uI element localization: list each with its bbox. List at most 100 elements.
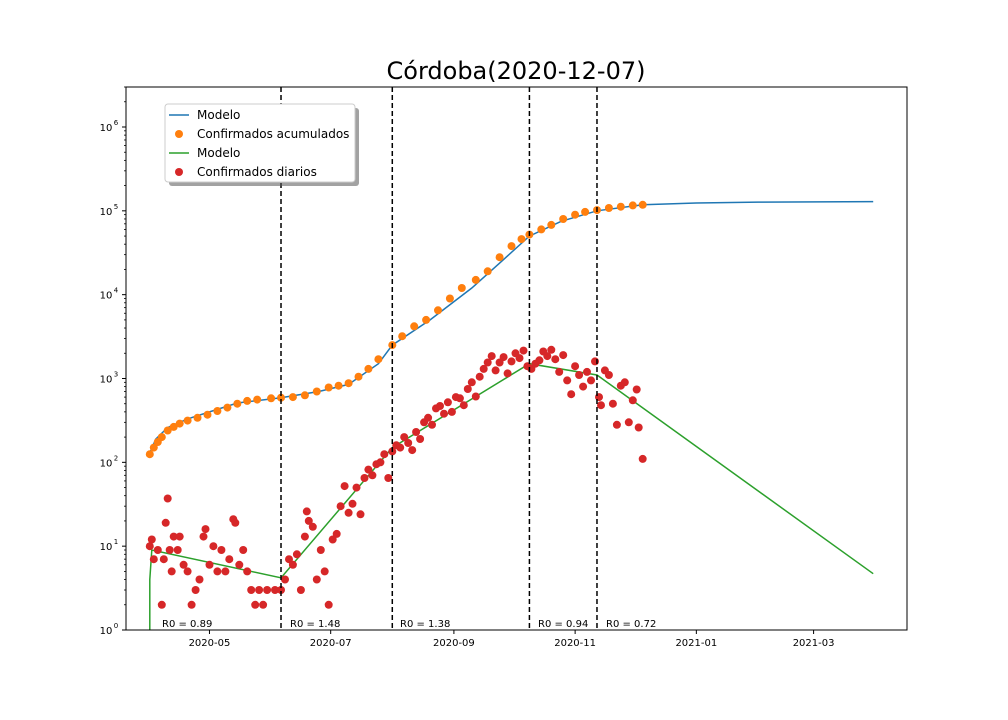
series-3-point-2 [149,555,158,564]
x-tick-label-4: 2021-01 [675,638,717,649]
series-1-point-0 [145,450,154,459]
legend-marker-swatch-3 [175,168,183,176]
series-3-point-75 [424,413,433,422]
y-tick-label-0: 10 [100,626,113,637]
series-3-point-108 [555,367,564,376]
series-1-point-6 [175,419,184,428]
series-3-point-5 [159,555,168,564]
series-1-point-25 [374,355,383,364]
series-3-point-7 [163,494,172,503]
series-1-point-11 [223,403,232,412]
series-3-point-3 [153,546,162,554]
r0-label-1: R0 = 1.48 [290,619,340,630]
legend-marker-swatch-1 [175,130,183,138]
series-3-point-14 [183,567,192,576]
series-1-point-7 [183,416,192,425]
series-3-point-79 [440,409,448,418]
series-3-point-50 [324,600,333,609]
y-tick-label-4: 10 [100,291,113,302]
series-3-point-48 [316,546,325,554]
series-3-point-8 [165,546,174,554]
series-3-point-65 [384,474,393,482]
series-3-point-90 [483,358,492,367]
series-3-point-32 [251,600,260,609]
series-3-point-1 [147,535,156,544]
series-3-point-30 [243,567,252,576]
series-3-point-51 [328,535,337,544]
legend: Modelo Confirmados acumulados Modelo Confir… [164,103,359,186]
series-3-point-38 [281,575,289,584]
series-3-point-15 [187,600,196,609]
series-3-point-6 [161,518,170,527]
series-3-point-103 [535,356,544,365]
y-tick-label-5: 10 [100,207,113,218]
series-3-point-41 [292,550,301,559]
series-3-point-113 [575,371,584,379]
series-1-point-14 [253,395,262,404]
series-3-point-17 [195,575,204,584]
y-tick-exponent-4: 4 [114,287,119,295]
x-tick-label-3: 2020-11 [554,638,596,649]
series-3-point-128 [632,385,641,394]
series-3-point-21 [209,542,218,551]
series-1-point-8 [193,413,202,422]
series-3-point-46 [308,522,317,531]
series-1-point-1 [149,443,158,452]
series-3-point-119 [597,401,605,410]
y-tick-exponent-6: 6 [114,119,119,127]
series-3-point-53 [336,502,345,511]
series-3-point-42 [296,586,305,594]
series-3-point-54 [340,482,349,491]
series-3-point-68 [396,443,405,452]
series-3-point-125 [620,378,629,387]
series-3-point-121 [604,371,613,379]
y-tick-label-6: 10 [100,123,113,134]
y-tick-exponent-3: 3 [114,370,118,378]
series-3-point-49 [320,567,329,576]
series-1-point-36 [507,242,516,251]
series-3-point-58 [356,510,365,519]
series-3-point-86 [467,378,476,387]
series-3-point-127 [628,396,637,405]
series-3-point-39 [285,555,293,564]
series-3-point-80 [443,398,452,407]
series-1-point-40 [547,220,556,229]
series-1-point-32 [457,284,466,292]
series-1-point-12 [233,399,242,408]
x-tick-label-2: 2020-09 [433,638,475,649]
series-3-point-60 [364,465,373,474]
series-1-point-30 [434,306,442,315]
series-3-point-96 [507,357,516,366]
series-1-point-4 [163,426,172,435]
y-tick-label-1: 10 [100,542,113,553]
series-1-point-41 [559,215,568,223]
y-tick-exponent-1: 1 [114,538,118,546]
series-1-point-37 [517,235,526,244]
series-3-point-45 [304,516,313,525]
series-3-point-64 [380,450,389,459]
series-3-point-123 [612,420,621,429]
plot-area: R0 = 0.89 R0 = 1.48 R0 = 1.38 R0 = 0.94 R0 =… [100,86,908,649]
series-3-point-129 [634,423,643,432]
series-3-point-29 [239,546,248,554]
series-3-point-11 [173,546,182,554]
series-3-point-44 [302,507,311,516]
series-3-point-126 [624,418,633,427]
series-3-point-55 [344,508,353,517]
series-3-point-27 [231,518,240,527]
series-1-point-33 [471,275,480,284]
series-3-point-57 [352,483,361,492]
series-1-point-29 [422,315,431,324]
series-3-point-35 [263,586,272,594]
series-1-point-34 [483,267,492,276]
series-3-point-105 [543,352,552,361]
series-3-point-111 [567,390,576,399]
axes-frame [125,86,908,631]
series-1-point-42 [571,210,580,219]
series-3-point-37 [277,586,285,594]
x-tick-label-5: 2021-03 [793,638,835,649]
series-3-point-43 [300,532,309,541]
series-3-point-130 [638,454,647,463]
